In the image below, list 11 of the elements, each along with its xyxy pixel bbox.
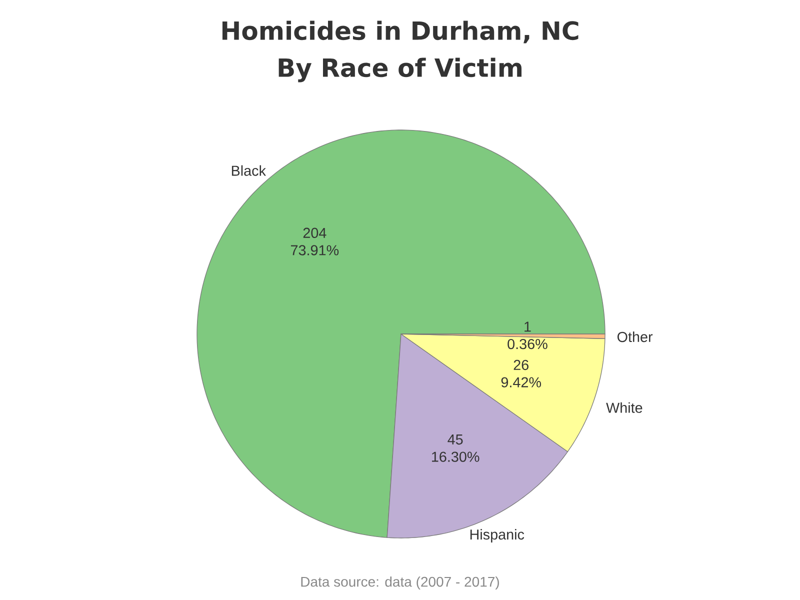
data-label: 26 9.42% (501, 360, 542, 388)
chart-subtitle: By Race of Victim (278, 58, 522, 82)
slice-label: Hispanic (470, 529, 524, 542)
source-note: Data source: data (2007 - 2017) (301, 576, 499, 590)
chart-title: Homicides in Durham, NC (222, 20, 578, 44)
data-label: 1 0.36% (508, 322, 548, 350)
slice-label: Black (232, 165, 266, 176)
data-label: 45 16.30% (432, 434, 480, 462)
slice-label: White (606, 402, 642, 413)
slice-label: Other (617, 331, 653, 342)
data-label: 204 73.91% (290, 228, 339, 256)
